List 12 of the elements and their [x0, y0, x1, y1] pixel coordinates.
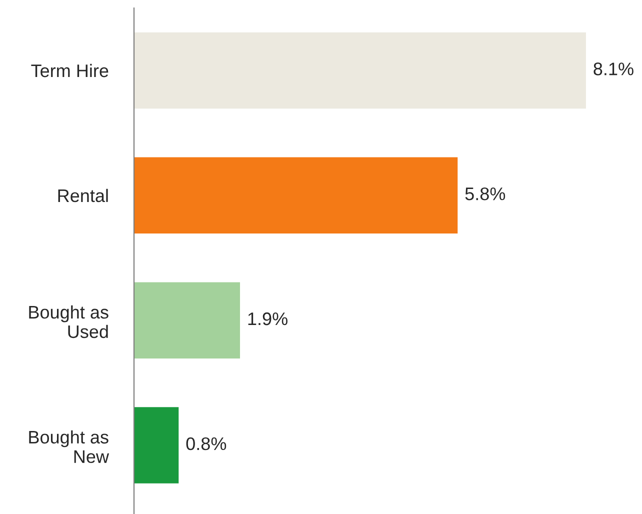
data-label: 0.8% [186, 437, 226, 450]
bar [134, 282, 240, 358]
y-tick-label: Bought as New [29, 430, 110, 464]
data-label: 8.1% [594, 62, 634, 76]
bar [134, 32, 586, 109]
y-tick-label: Rental [58, 188, 108, 202]
y-tick-label: Bought as Used [29, 305, 108, 338]
y-tick-label: Term Hire [31, 64, 108, 78]
data-label: 1.9% [248, 312, 288, 326]
bar [134, 157, 458, 234]
bar [134, 407, 179, 484]
data-label: 5.8% [465, 187, 506, 200]
